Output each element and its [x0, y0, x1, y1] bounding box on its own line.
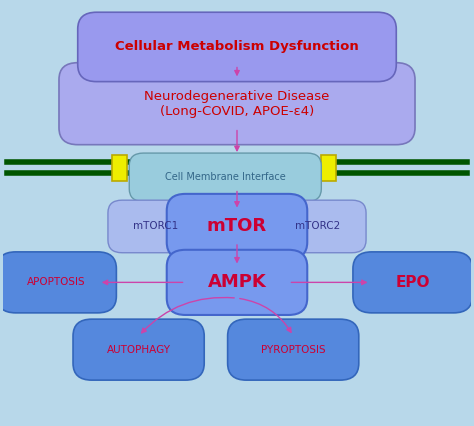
FancyBboxPatch shape	[321, 155, 336, 181]
FancyBboxPatch shape	[0, 252, 117, 313]
FancyBboxPatch shape	[167, 250, 307, 315]
FancyBboxPatch shape	[167, 194, 307, 259]
Text: AMPK: AMPK	[208, 273, 266, 291]
FancyBboxPatch shape	[78, 12, 396, 82]
FancyBboxPatch shape	[228, 319, 359, 380]
Text: mTORC2: mTORC2	[295, 222, 341, 231]
Text: EPO: EPO	[395, 275, 430, 290]
Text: AUTOPHAGY: AUTOPHAGY	[107, 345, 171, 354]
Text: mTOR: mTOR	[207, 217, 267, 236]
Text: Cellular Metabolism Dysfunction: Cellular Metabolism Dysfunction	[115, 40, 359, 53]
FancyBboxPatch shape	[108, 200, 204, 253]
Text: Neurodegenerative Disease
(Long-COVID, APOE-ε4): Neurodegenerative Disease (Long-COVID, A…	[144, 90, 330, 118]
FancyBboxPatch shape	[270, 200, 366, 253]
Text: Cell Membrane Interface: Cell Membrane Interface	[165, 172, 286, 182]
Text: APOPTOSIS: APOPTOSIS	[27, 277, 86, 288]
Text: mTORC1: mTORC1	[133, 222, 179, 231]
FancyBboxPatch shape	[59, 63, 415, 145]
FancyBboxPatch shape	[112, 155, 128, 181]
Text: PYROPTOSIS: PYROPTOSIS	[261, 345, 326, 354]
FancyBboxPatch shape	[73, 319, 204, 380]
FancyBboxPatch shape	[129, 153, 321, 201]
FancyBboxPatch shape	[353, 252, 473, 313]
